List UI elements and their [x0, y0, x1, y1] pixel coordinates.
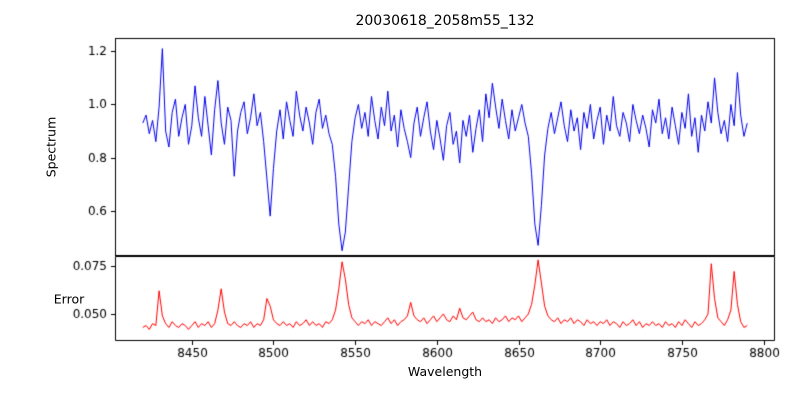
spectrum-y-axis-label: Spectrum: [43, 116, 59, 178]
error-y-axis-label: Error: [53, 291, 85, 307]
x-axis-label: Wavelength: [407, 364, 483, 379]
chart-title: 20030618_2058m55_132: [355, 13, 535, 29]
